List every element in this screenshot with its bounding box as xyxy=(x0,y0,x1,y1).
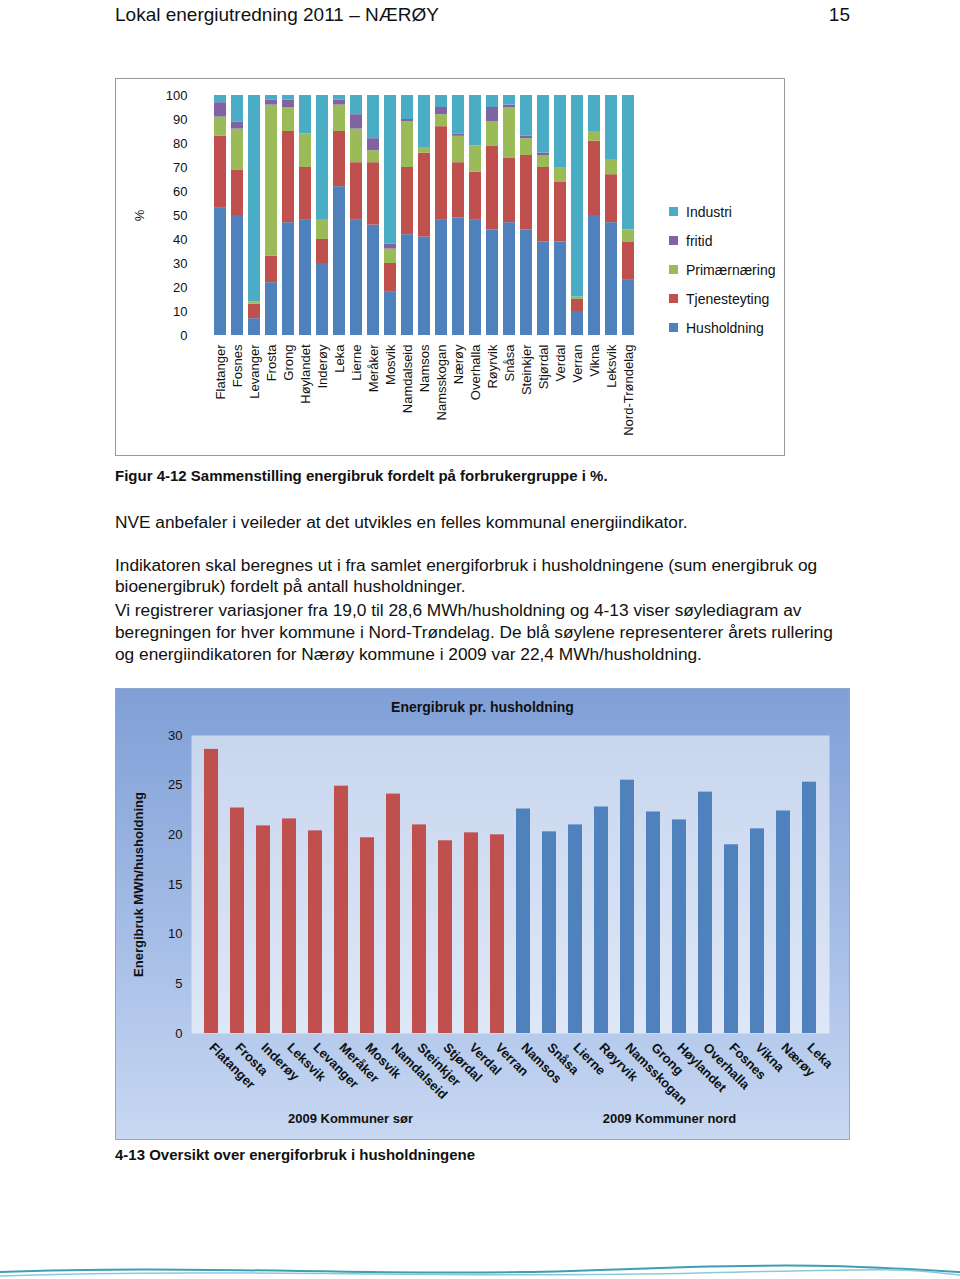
svg-text:Namsos: Namsos xyxy=(518,1039,565,1087)
svg-text:50: 50 xyxy=(173,208,187,223)
svg-text:Overhalla: Overhalla xyxy=(468,344,483,400)
html-text:2009 Kommuner nord: 2009 Kommuner nord xyxy=(602,1111,737,1126)
html-text:Primærnæring: Primærnæring xyxy=(686,261,776,278)
svg-text:20: 20 xyxy=(173,280,187,295)
svg-text:Leksvik: Leksvik xyxy=(284,1039,329,1085)
svg-text:Høylandet: Høylandet xyxy=(674,1039,730,1095)
html-text:2009 Kommuner sør: 2009 Kommuner sør xyxy=(288,1111,413,1126)
svg-text:Fosnes: Fosnes xyxy=(726,1039,770,1083)
svg-text:Fosnes: Fosnes xyxy=(230,344,245,387)
svg-text:Namsskogan: Namsskogan xyxy=(622,1039,691,1108)
svg-text:Røyrvik: Røyrvik xyxy=(596,1039,641,1085)
html-text:NVE anbefaler i veileder at de: NVE anbefaler i veileder at det utvikles… xyxy=(115,512,688,532)
html-text:4-13 Oversikt over energiforbr: 4-13 Oversikt over energiforbruk i husho… xyxy=(115,1146,476,1163)
svg-text:Steinkjer: Steinkjer xyxy=(414,1039,464,1090)
svg-text:30: 30 xyxy=(173,256,187,271)
svg-text:Mosvik: Mosvik xyxy=(362,1039,405,1082)
svg-text:Snåsa: Snåsa xyxy=(502,344,517,382)
svg-text:5: 5 xyxy=(175,976,182,991)
svg-text:100: 100 xyxy=(166,88,188,103)
svg-text:Meråker: Meråker xyxy=(336,1039,383,1086)
svg-text:Namdalseid: Namdalseid xyxy=(388,1039,451,1102)
svg-text:40: 40 xyxy=(173,232,187,247)
svg-text:Verran: Verran xyxy=(570,345,585,383)
svg-text:20: 20 xyxy=(168,827,182,842)
svg-text:Leka: Leka xyxy=(804,1040,836,1072)
svg-text:Leka: Leka xyxy=(332,344,347,373)
svg-text:Lierne: Lierne xyxy=(349,345,364,381)
svg-text:Namdalseid: Namdalseid xyxy=(400,345,415,414)
svg-text:Verdal: Verdal xyxy=(466,1039,505,1078)
svg-text:Leksvik: Leksvik xyxy=(604,344,619,388)
svg-text:Meråker: Meråker xyxy=(366,344,381,392)
svg-text:Levanger: Levanger xyxy=(247,344,262,399)
html-text:Indikatoren skal beregnes ut i: Indikatoren skal beregnes ut i fra samle… xyxy=(115,554,818,597)
svg-text:Frosta: Frosta xyxy=(232,1039,272,1079)
svg-text:Høylandet: Høylandet xyxy=(298,344,313,404)
svg-text:Overhalla: Overhalla xyxy=(700,1039,753,1093)
svg-text:Namsos: Namsos xyxy=(417,344,432,392)
svg-text:0: 0 xyxy=(180,328,187,343)
svg-text:Inderøy: Inderøy xyxy=(258,1039,303,1084)
svg-text:Mosvik: Mosvik xyxy=(383,344,398,385)
svg-text:Frosta: Frosta xyxy=(264,344,279,382)
svg-text:Nord-Trøndelag: Nord-Trøndelag xyxy=(621,345,636,436)
html-text:fritid: fritid xyxy=(686,232,713,249)
svg-text:Stjørdal: Stjørdal xyxy=(440,1039,486,1085)
html-text:Lokal energiutredning 2011 – N: Lokal energiutredning 2011 – NÆRØY xyxy=(115,4,439,25)
svg-text:70: 70 xyxy=(173,160,187,175)
svg-text:Grong: Grong xyxy=(648,1039,687,1078)
svg-text:Energibruk MWh/husholdning: Energibruk MWh/husholdning xyxy=(131,792,146,977)
svg-text:15: 15 xyxy=(168,877,182,892)
svg-text:Røyrvik: Røyrvik xyxy=(485,344,500,389)
svg-text:30: 30 xyxy=(168,728,182,743)
svg-text:Verran: Verran xyxy=(492,1039,532,1079)
svg-text:60: 60 xyxy=(173,184,187,199)
svg-text:Levanger: Levanger xyxy=(310,1039,362,1092)
html-text:Tjenesteyting: Tjenesteyting xyxy=(686,290,770,307)
svg-text:10: 10 xyxy=(168,926,182,941)
svg-text:80: 80 xyxy=(173,136,187,151)
html-text:Vi registrerer variasjoner fra: Vi registrerer variasjoner fra 19,0 til … xyxy=(115,600,833,664)
svg-text:Lierne: Lierne xyxy=(570,1039,609,1078)
svg-text:Flatanger: Flatanger xyxy=(213,344,228,400)
svg-text:Flatanger: Flatanger xyxy=(206,1039,259,1092)
svg-text:Namsskogan: Namsskogan xyxy=(434,345,449,421)
html-text:15: 15 xyxy=(828,4,850,25)
svg-text:Stjørdal: Stjørdal xyxy=(536,344,551,389)
html-text:Energibruk pr. husholdning: Energibruk pr. husholdning xyxy=(391,699,574,715)
svg-text:0: 0 xyxy=(175,1026,182,1041)
svg-text:Vikna: Vikna xyxy=(752,1039,788,1075)
svg-text:Snåsa: Snåsa xyxy=(544,1039,583,1078)
html-text:Industri: Industri xyxy=(686,203,732,220)
svg-text:90: 90 xyxy=(173,112,187,127)
svg-text:25: 25 xyxy=(168,777,182,792)
svg-text:%: % xyxy=(132,209,147,221)
svg-text:Verdal: Verdal xyxy=(553,344,568,381)
html-text:Husholdning: Husholdning xyxy=(686,319,764,336)
svg-text:Inderøy: Inderøy xyxy=(315,344,330,389)
svg-text:Nærøy: Nærøy xyxy=(451,344,466,384)
svg-text:Vikna: Vikna xyxy=(587,344,602,377)
svg-text:Grong: Grong xyxy=(281,345,296,381)
html-text:Figur 4-12 Sammenstilling ener: Figur 4-12 Sammenstilling energibruk for… xyxy=(115,467,608,484)
svg-text:Nærøy: Nærøy xyxy=(778,1039,819,1080)
svg-text:Steinkjer: Steinkjer xyxy=(519,344,534,395)
svg-text:10: 10 xyxy=(173,304,187,319)
